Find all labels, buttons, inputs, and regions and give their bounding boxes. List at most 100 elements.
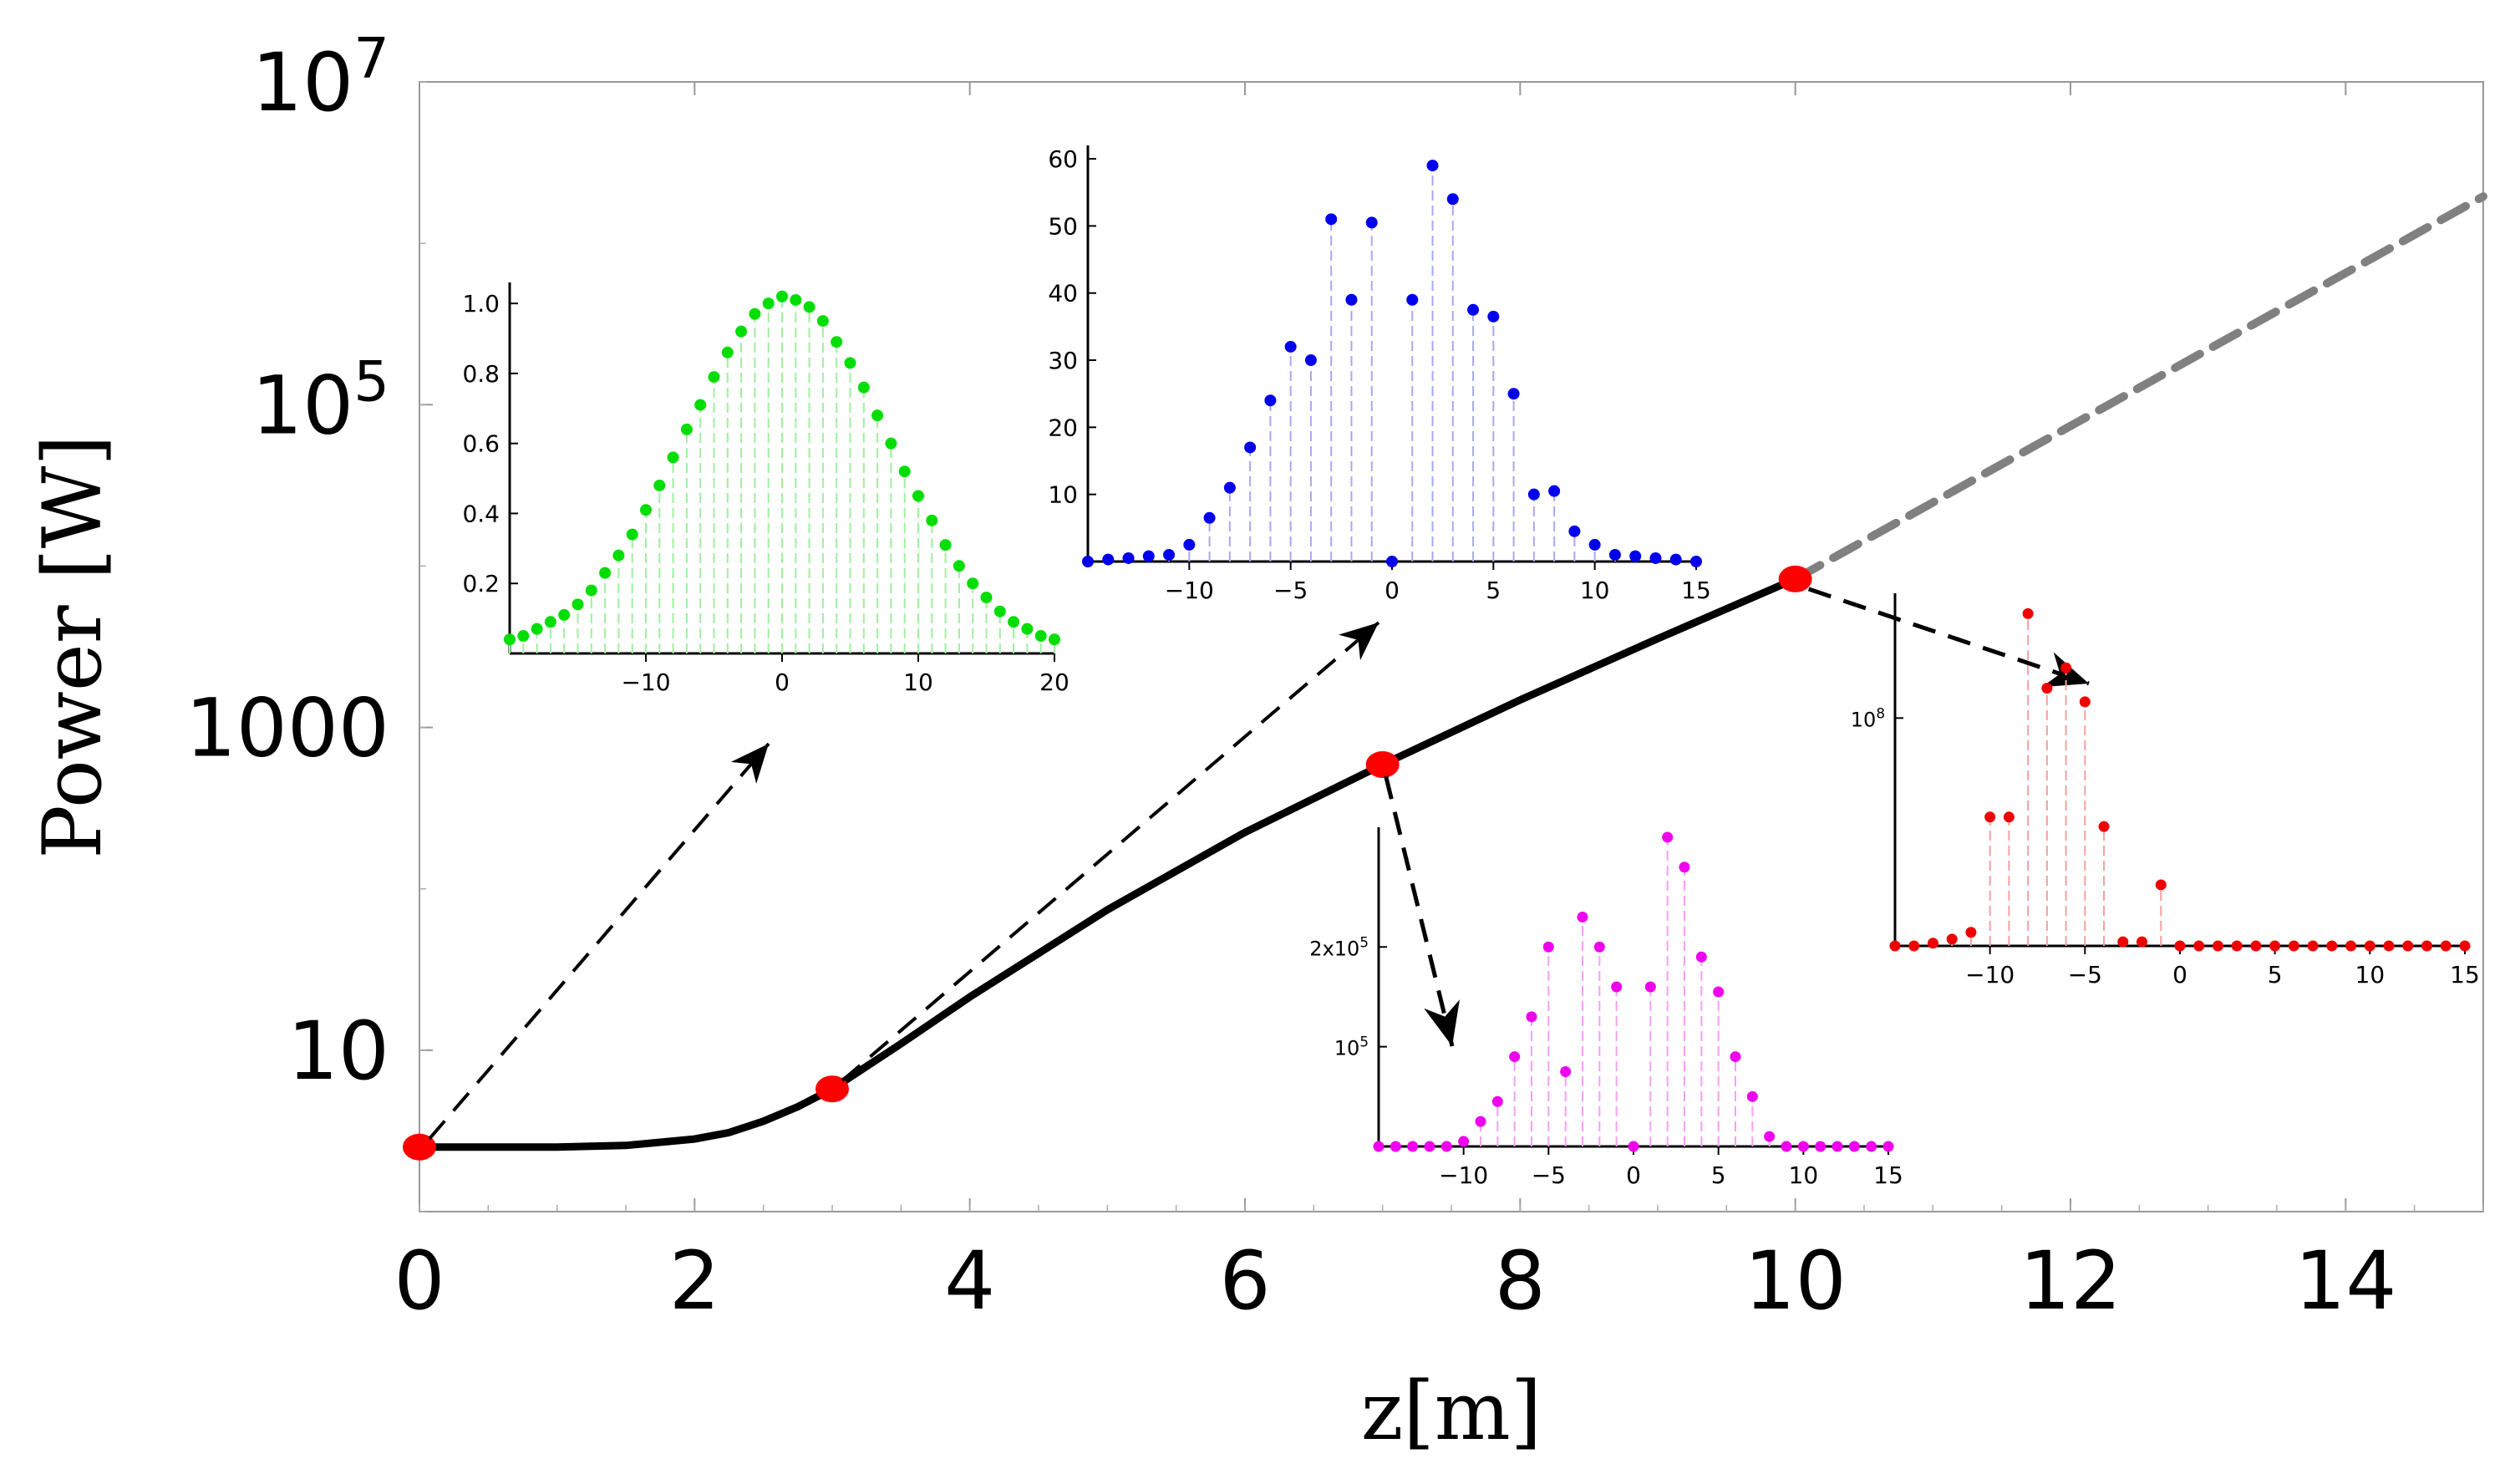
inset-point	[708, 371, 720, 384]
inset-point	[531, 623, 543, 635]
inset-point	[912, 490, 924, 502]
inset-point	[831, 336, 843, 348]
inset-point	[1882, 1141, 1894, 1152]
inset-point	[1526, 1011, 1537, 1023]
inset-point	[980, 591, 993, 603]
inset-point	[1102, 553, 1115, 566]
inset-point	[1832, 1141, 1843, 1152]
inset-point	[1669, 553, 1682, 566]
inset-point	[1781, 1141, 1792, 1152]
inset-point	[762, 297, 775, 310]
inset-point	[558, 608, 571, 621]
y-tick-label: 105	[251, 348, 389, 452]
arrow-head	[1339, 623, 1379, 661]
inset-point	[1223, 481, 1236, 494]
inset-point	[1764, 1131, 1776, 1142]
inset-point	[1730, 1051, 1741, 1063]
inset-point	[1049, 633, 1060, 646]
inset-y-tick-label: 1.0	[462, 290, 500, 318]
inset-point	[1679, 862, 1690, 873]
inset-point	[585, 584, 597, 597]
inset-x-tick-label: 5	[1486, 577, 1501, 604]
inset-point	[735, 325, 748, 338]
inset-x-tick-label: 5	[1711, 1161, 1726, 1189]
inset-point	[816, 315, 829, 328]
inset-point	[857, 381, 870, 394]
inset-y-tick-label: 0.2	[462, 570, 500, 597]
inset-point	[2098, 821, 2110, 832]
inset-point	[871, 409, 884, 422]
inset-y-tick-label: 50	[1048, 212, 1078, 240]
inset-green: −10 0 10 20 0.2 0.4 0.6 0.8 1.0	[462, 282, 1069, 696]
inset-point	[2459, 940, 2471, 952]
inset-point	[1577, 911, 1588, 923]
inset-point	[1021, 623, 1034, 635]
inset-point	[1965, 927, 1977, 938]
inset-point	[1608, 548, 1621, 561]
inset-point	[1662, 831, 1674, 843]
inset-point	[721, 346, 734, 358]
inset-y-tick-label: 10	[1048, 481, 1078, 509]
inset-point	[653, 479, 666, 491]
x-tick-label: 14	[2294, 1234, 2396, 1328]
inset-point	[1690, 556, 1702, 567]
inset-point	[1644, 981, 1656, 993]
inset-point	[1183, 538, 1196, 551]
inset-point	[626, 528, 638, 541]
inset-y-tick-label: 40	[1048, 280, 1078, 308]
inset-point	[667, 451, 679, 464]
inset-x-tick-label: 15	[2450, 961, 2480, 989]
inset-point	[2136, 936, 2148, 948]
inset-point	[2193, 940, 2205, 952]
inset-y-tick-label: 108	[1851, 704, 1885, 731]
inset-point	[844, 357, 856, 369]
x-tick-label: 12	[2020, 1234, 2121, 1328]
inset-x-tick-label: 0	[1626, 1161, 1641, 1189]
arrow-head	[1424, 999, 1460, 1046]
inset-point	[694, 399, 707, 411]
inset-x-tick-label: 5	[2268, 961, 2283, 989]
inset-x-tick-label: 10	[1580, 577, 1610, 604]
inset-red: −10 −5 0 5 10 15 108	[1851, 593, 2480, 989]
x-tick-label: 0	[394, 1234, 445, 1328]
inset-point	[1426, 160, 1439, 172]
data-point-marker	[1778, 565, 1812, 592]
inset-x-tick-label: 15	[1873, 1161, 1903, 1189]
inset-point	[2060, 662, 2072, 673]
inset-point	[776, 290, 788, 302]
series-dashed	[1791, 192, 2487, 583]
inset-point	[1560, 1065, 1572, 1077]
callout-arrows	[428, 587, 2090, 1141]
inset-point	[2022, 607, 2034, 619]
inset-point	[993, 605, 1006, 618]
inset-point	[1386, 556, 1398, 567]
inset-point	[2440, 940, 2451, 952]
inset-point	[2307, 940, 2319, 952]
data-point-marker	[403, 1133, 436, 1161]
inset-point	[1611, 981, 1623, 993]
inset-point	[1475, 1116, 1486, 1127]
inset-x-tick-label: 10	[1789, 1161, 1819, 1189]
inset-x-tick-label: −10	[1439, 1161, 1488, 1189]
inset-point	[1797, 1141, 1809, 1152]
inset-point	[2421, 940, 2433, 952]
inset-point	[1446, 193, 1459, 206]
inset-point	[1365, 216, 1378, 229]
inset-point	[1440, 1141, 1452, 1152]
inset-point	[790, 293, 802, 306]
inset-point	[1008, 616, 1020, 628]
inset-point	[1325, 213, 1338, 226]
arrow-shaft	[1384, 775, 1455, 1047]
inset-point	[2174, 940, 2186, 952]
y-tick-label: 1000	[185, 682, 389, 775]
inset-point	[1244, 441, 1257, 454]
inset-y-tick-label: 105	[1334, 1034, 1369, 1060]
inset-point	[2250, 940, 2262, 952]
inset-point	[2345, 940, 2357, 952]
inset-point	[1487, 310, 1500, 323]
inset-point	[2288, 940, 2299, 952]
inset-point	[680, 423, 693, 435]
inset-point	[599, 567, 612, 579]
inset-point	[1264, 394, 1277, 407]
inset-point	[1467, 303, 1480, 316]
